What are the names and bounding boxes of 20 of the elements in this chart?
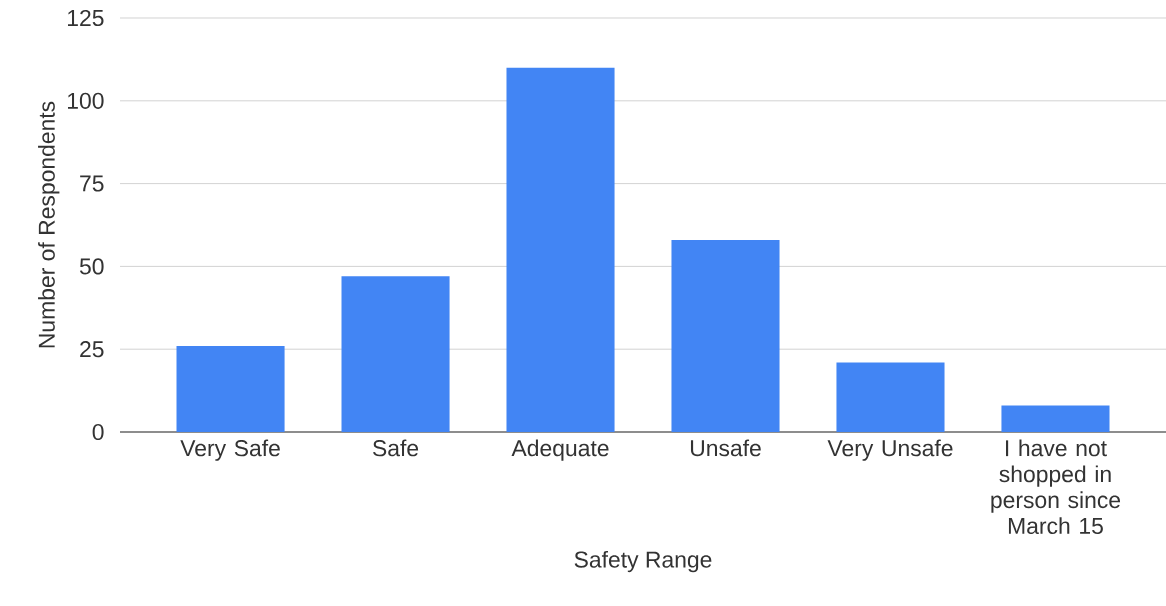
- y-tick-label: 0: [92, 423, 104, 441]
- bar: [1001, 405, 1110, 432]
- x-tick-label: Adequate: [511, 439, 609, 461]
- bar: [671, 239, 780, 432]
- y-tick-label: 125: [68, 9, 104, 27]
- x-tick-label: Very Unsafe: [827, 439, 953, 461]
- x-tick-label: I have not shopped in person since March 15: [991, 439, 1121, 535]
- x-tick-label: Safe: [373, 439, 419, 457]
- y-tick-label: 100: [68, 92, 104, 109]
- y-tick-label: 75: [80, 175, 104, 192]
- y-axis-title: Number of Respondents: [38, 101, 60, 348]
- y-tick-label: 50: [79, 258, 104, 275]
- bar: [836, 362, 945, 432]
- bar: [341, 276, 450, 432]
- y-tick-label: 25: [80, 341, 104, 358]
- bar: [176, 345, 285, 432]
- x-tick-label: Very Safe: [180, 439, 280, 461]
- bar: [506, 67, 615, 432]
- x-axis-title: Safety Range: [574, 550, 712, 573]
- x-tick-label: Unsafe: [690, 439, 761, 457]
